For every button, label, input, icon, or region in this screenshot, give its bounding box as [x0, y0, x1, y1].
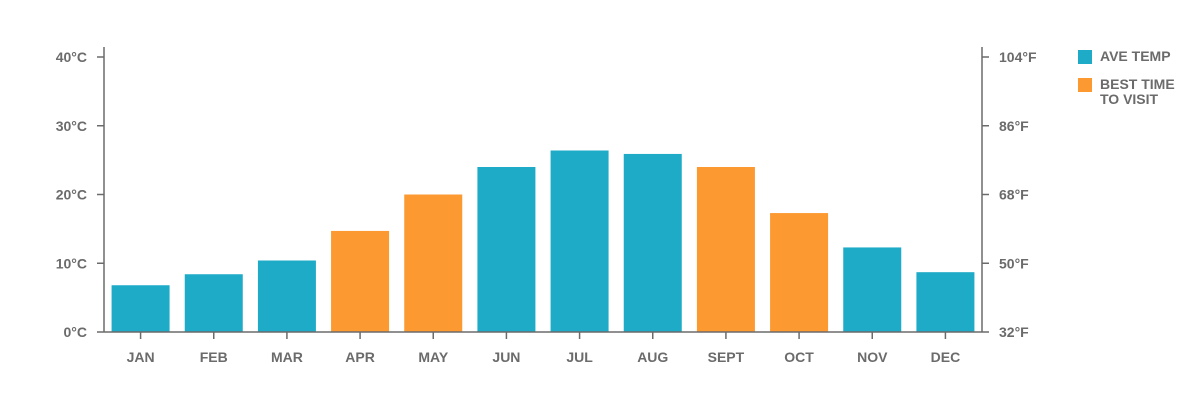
left-tick-label: 20°C: [56, 187, 87, 203]
legend-item-ave-temp: AVE TEMP: [1078, 49, 1193, 71]
bar-dec: [916, 272, 975, 332]
legend-item-best-time: BEST TIME TO VISIT: [1078, 77, 1193, 107]
bar-jul: [550, 150, 609, 332]
right-tick-label: 104°F: [999, 49, 1037, 65]
legend-label-ave-temp: AVE TEMP: [1100, 48, 1171, 64]
bar-mar: [257, 260, 316, 332]
right-tick-label: 32°F: [999, 324, 1029, 340]
bar-apr: [331, 230, 390, 332]
legend-swatch-ave-temp: [1078, 50, 1092, 64]
category-label: JUL: [566, 349, 593, 365]
legend-label-best-time: BEST TIME TO VISIT: [1100, 76, 1175, 107]
bar-aug: [623, 153, 682, 332]
bar-nov: [843, 247, 902, 332]
category-label: DEC: [931, 349, 961, 365]
chart-legend: AVE TEMP BEST TIME TO VISIT: [1078, 49, 1193, 107]
left-tick-label: 0°C: [64, 324, 88, 340]
bars-group: [111, 150, 975, 332]
bar-jun: [477, 167, 536, 332]
right-tick-label: 86°F: [999, 118, 1029, 134]
category-label: AUG: [637, 349, 668, 365]
category-labels: JAN FEB MAR APR MAY JUN JUL AUG SEPT OCT NOV DEC: [127, 332, 961, 365]
left-tick-label: 40°C: [56, 49, 87, 65]
bar-may: [404, 194, 463, 332]
bar-jan: [111, 285, 170, 332]
bar-sept: [696, 167, 755, 332]
category-label: MAR: [271, 349, 303, 365]
legend-swatch-best-time: [1078, 78, 1092, 92]
category-label: JAN: [127, 349, 155, 365]
category-label: JUN: [492, 349, 520, 365]
category-label: OCT: [784, 349, 814, 365]
category-label: SEPT: [708, 349, 745, 365]
bar-oct: [770, 213, 829, 332]
left-tick-label: 10°C: [56, 255, 87, 271]
category-label: FEB: [200, 349, 228, 365]
bar-feb: [184, 274, 243, 332]
category-label: MAY: [418, 349, 448, 365]
category-label: APR: [345, 349, 375, 365]
right-tick-label: 50°F: [999, 255, 1029, 271]
axes-group: 0°C 32°F 10°C 50°F 20°C 68°F 30°C 86°F 40°C 104°F: [56, 47, 1037, 340]
left-tick-label: 30°C: [56, 118, 87, 134]
category-label: NOV: [857, 349, 888, 365]
right-tick-label: 68°F: [999, 187, 1029, 203]
